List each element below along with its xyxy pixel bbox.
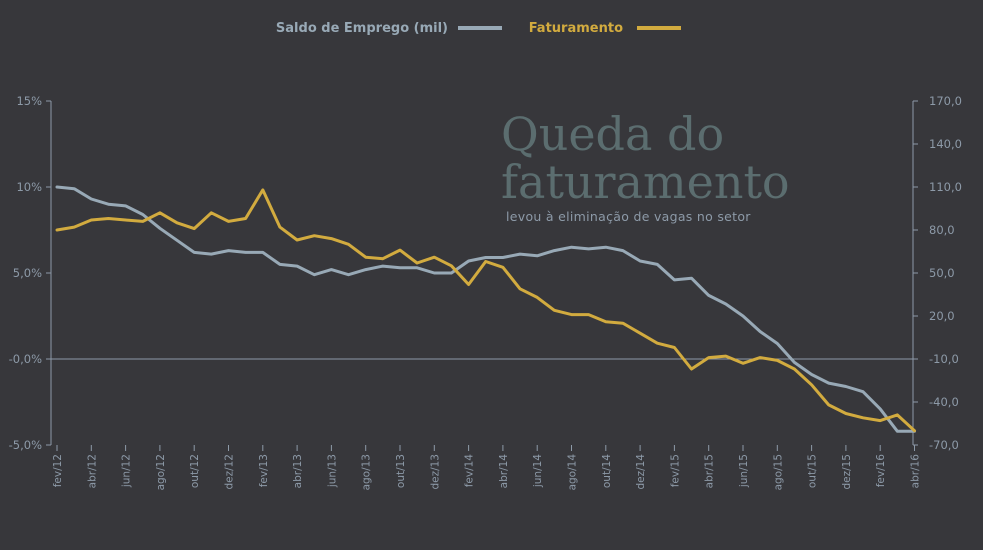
x-tick-label: out/13 (395, 454, 407, 488)
series (55, 185, 916, 433)
x-tick-label: ago/12 (155, 454, 167, 490)
x-tick-label: dez/15 (841, 454, 853, 490)
x-tick-label: dez/13 (429, 454, 441, 490)
right-tick-label: -10,0 (929, 352, 959, 366)
right-tick-label: 110,0 (929, 180, 962, 194)
legend-label-saldo: Saldo de Emprego (mil) (276, 21, 448, 36)
title-block: Queda do faturamento levou à eliminação … (501, 107, 790, 224)
x-tick-label: fev/12 (52, 454, 64, 487)
x-tick-label: fev/16 (875, 454, 887, 488)
chart-title-line-1: Queda do (501, 107, 724, 161)
x-tick-label: abr/12 (86, 454, 98, 488)
legend: Saldo de Emprego (mil) Faturamento (276, 21, 681, 36)
x-tick-label: ago/13 (361, 454, 373, 490)
x-tick-label: jun/12 (121, 454, 133, 488)
x-tick-label: abr/15 (704, 454, 716, 488)
x-tick-label: fev/15 (669, 454, 681, 487)
left-tick-label: -5,0% (9, 438, 42, 452)
x-tick-label: dez/12 (224, 454, 236, 490)
left-tick-label: 15% (16, 94, 42, 108)
left-axis-ticks: 15% 10% 5,0% -0,0% -5,0% (9, 94, 51, 452)
x-tick-label: fev/14 (464, 454, 476, 488)
x-tick-label: jun/14 (532, 454, 544, 488)
x-tick-label: jun/13 (326, 454, 338, 488)
series-line-saldo (55, 185, 916, 433)
x-tick-label: jun/15 (738, 454, 750, 488)
left-tick-label: 10% (16, 180, 42, 194)
x-tick-label: out/12 (189, 454, 201, 488)
axes: 15% 10% 5,0% -0,0% -5,0% 170,0 140,0 110,0 80,0… (9, 94, 962, 490)
x-tick-label: out/14 (601, 454, 613, 488)
chart-subtitle: levou à eliminação de vagas no setor (506, 209, 751, 224)
right-axis-ticks: 170,0 140,0 110,0 80,0 50,0 20,0 -10,0 -40,0 -70… (913, 94, 962, 452)
right-tick-label: 20,0 (929, 309, 955, 323)
left-tick-label: 5,0% (13, 266, 42, 280)
x-tick-label: ago/14 (567, 454, 579, 491)
legend-label-faturamento: Faturamento (529, 21, 623, 36)
x-tick-label: out/15 (807, 454, 819, 488)
x-tick-label: ago/15 (772, 454, 784, 490)
left-tick-label: -0,0% (9, 352, 42, 366)
right-tick-label: -70,0 (929, 438, 959, 452)
x-tick-label: dez/14 (635, 454, 647, 490)
series-line-faturamento (55, 188, 916, 433)
right-tick-label: 140,0 (929, 137, 962, 151)
x-tick-label: abr/14 (498, 454, 510, 489)
x-axis-ticks: fev/12 abr/12 jun/12 ago/12 out/12 dez/12 fev/… (52, 445, 922, 490)
chart-title-line-2: faturamento (501, 155, 790, 209)
right-tick-label: -40,0 (929, 395, 959, 409)
right-tick-label: 50,0 (929, 266, 955, 280)
right-tick-label: 170,0 (929, 94, 962, 108)
right-tick-label: 80,0 (929, 223, 955, 237)
x-tick-label: abr/13 (292, 454, 304, 488)
x-tick-label: abr/16 (910, 454, 922, 489)
x-tick-label: fev/13 (258, 454, 270, 487)
